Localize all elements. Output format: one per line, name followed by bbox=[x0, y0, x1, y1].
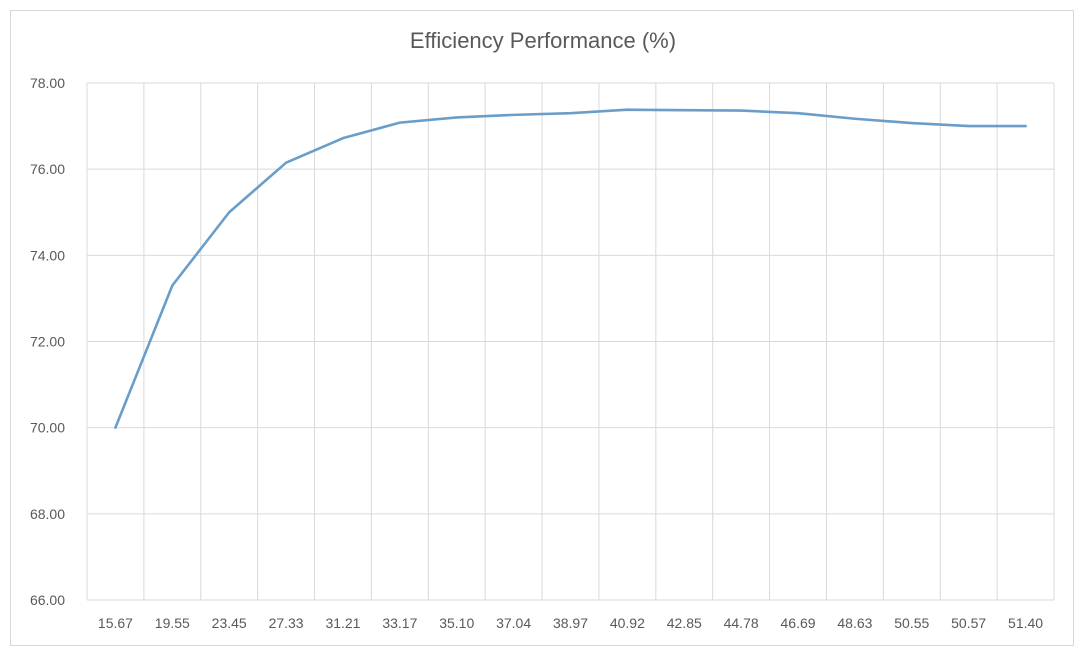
x-tick-label: 51.40 bbox=[1008, 615, 1043, 631]
y-tick-label: 72.00 bbox=[30, 334, 65, 350]
x-tick-label: 33.17 bbox=[382, 615, 417, 631]
chart-title: Efficiency Performance (%) bbox=[409, 28, 677, 53]
y-tick-label: 70.00 bbox=[30, 420, 65, 436]
y-tick-label: 78.00 bbox=[30, 75, 65, 91]
x-tick-label: 31.21 bbox=[325, 615, 360, 631]
x-tick-label: 42.85 bbox=[667, 615, 702, 631]
x-tick-label: 48.63 bbox=[837, 615, 872, 631]
x-tick-label: 40.92 bbox=[610, 615, 645, 631]
x-tick-label: 50.55 bbox=[894, 615, 929, 631]
x-tick-label: 46.69 bbox=[781, 615, 816, 631]
x-tick-label: 19.55 bbox=[155, 615, 190, 631]
x-tick-label: 35.10 bbox=[439, 615, 474, 631]
x-tick-label: 44.78 bbox=[724, 615, 759, 631]
y-tick-label: 68.00 bbox=[30, 506, 65, 522]
y-tick-label: 66.00 bbox=[30, 592, 65, 608]
x-tick-label: 15.67 bbox=[98, 615, 133, 631]
x-tick-label: 50.57 bbox=[951, 615, 986, 631]
x-tick-label: 38.97 bbox=[553, 615, 588, 631]
x-tick-label: 23.45 bbox=[212, 615, 247, 631]
series-line bbox=[114, 108, 1027, 429]
y-tick-label: 76.00 bbox=[30, 161, 65, 177]
x-tick-label: 27.33 bbox=[269, 615, 304, 631]
x-tick-label: 37.04 bbox=[496, 615, 531, 631]
y-tick-label: 74.00 bbox=[30, 247, 65, 263]
